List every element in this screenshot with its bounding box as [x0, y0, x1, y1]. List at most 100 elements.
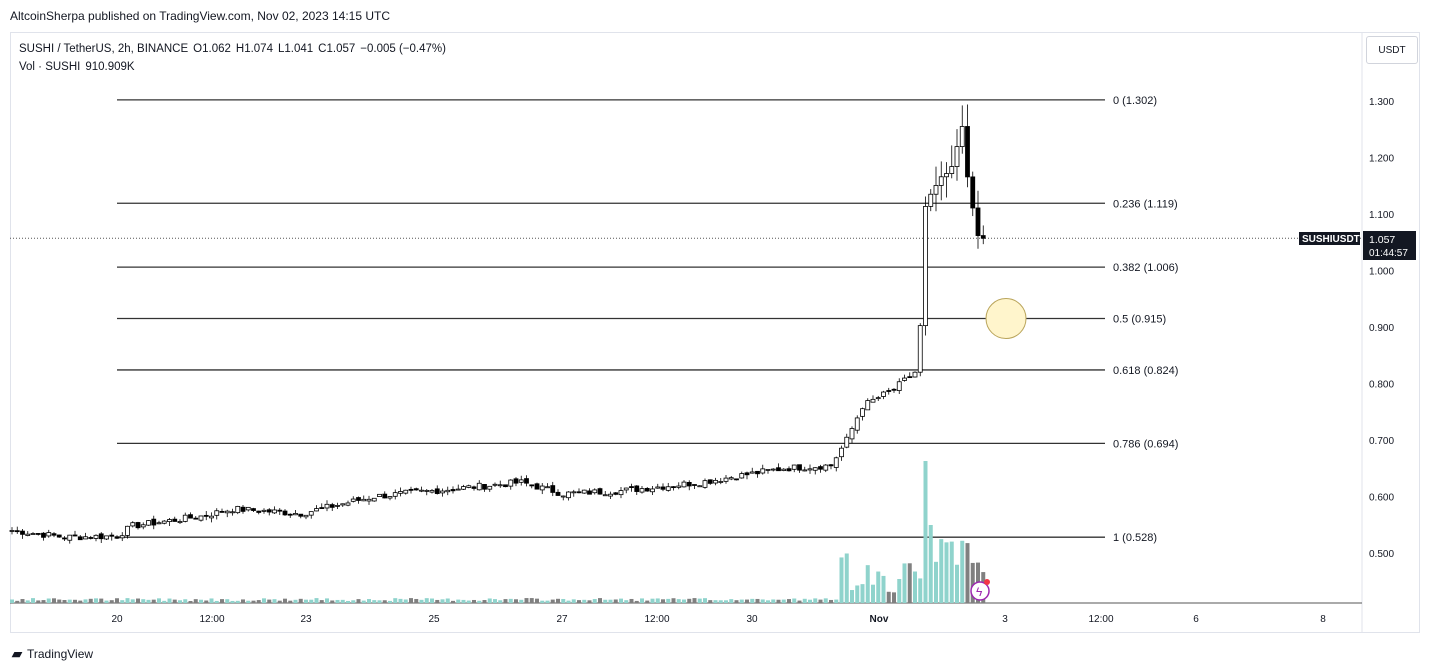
volume-bar	[272, 599, 277, 603]
price-tag-value: 1.057	[1369, 234, 1395, 246]
candle-body	[266, 509, 272, 513]
candle-body	[671, 486, 676, 489]
legend-low: L1.041	[277, 43, 314, 55]
candle-body	[602, 494, 608, 497]
candle-body	[560, 495, 566, 498]
volume-bar	[435, 599, 440, 603]
candle-body	[902, 377, 907, 381]
candle-body	[571, 491, 577, 494]
volume-bar	[283, 598, 287, 603]
candle-body	[25, 533, 31, 536]
volume-bar	[687, 598, 692, 603]
candle-body	[219, 510, 225, 513]
volume-bar	[792, 598, 797, 603]
candle-body	[277, 509, 283, 512]
candle-body	[387, 496, 393, 499]
volume-bar	[902, 563, 907, 603]
candle-body	[193, 517, 199, 520]
y-tick-label: 0.900	[1369, 323, 1394, 334]
currency-button[interactable]: USDT	[1366, 36, 1418, 64]
volume-bar	[204, 600, 209, 603]
candle-body	[723, 477, 729, 482]
candle-body	[161, 520, 167, 524]
candle-body	[209, 515, 214, 519]
candle-body	[844, 436, 850, 448]
x-tick-label: 6	[1193, 614, 1199, 625]
volume-bar	[330, 600, 335, 603]
candle-body	[734, 478, 739, 481]
volume-bar	[561, 598, 566, 603]
volume-bar	[445, 598, 450, 603]
volume-bar	[808, 599, 812, 603]
volume-bar	[514, 599, 518, 603]
volume-bar	[697, 598, 702, 603]
volume-bar	[965, 543, 970, 603]
candle-body	[524, 478, 529, 484]
volume-bar	[550, 599, 555, 603]
candle-body	[949, 166, 955, 174]
candle-body	[692, 484, 697, 486]
candle-body	[776, 467, 781, 472]
footer-brand[interactable]: ▰ TradingView	[12, 646, 93, 662]
candle-body	[823, 464, 829, 471]
volume-bar	[487, 598, 492, 603]
y-tick-label: 0.500	[1369, 549, 1394, 560]
volume-bar	[682, 599, 686, 603]
candle-body	[14, 530, 20, 533]
symbol-tag-bg	[1299, 232, 1360, 245]
candle-body	[235, 505, 241, 514]
legend-high: H1.074	[235, 43, 273, 55]
candle-body	[676, 485, 682, 488]
volume-bar	[262, 598, 266, 603]
volume-bar	[839, 557, 844, 603]
candle-body	[644, 487, 650, 492]
candle-body	[146, 520, 151, 526]
volume-bar	[367, 599, 371, 603]
candle-body	[245, 506, 251, 511]
candle-body	[350, 498, 356, 502]
candle-body	[466, 485, 472, 488]
volume-bar	[414, 598, 419, 603]
candle-body	[471, 486, 477, 489]
volume-bar	[650, 598, 655, 603]
candle-body	[545, 486, 550, 489]
candle-body	[172, 518, 178, 522]
volume-bar	[246, 600, 251, 603]
volume-bar	[619, 598, 623, 603]
volume-bar	[167, 598, 172, 603]
candle-body	[62, 537, 67, 540]
volume-bar	[703, 598, 707, 603]
volume-bar	[403, 599, 408, 603]
volume-bar	[776, 599, 781, 603]
candle-body	[508, 479, 514, 487]
candle-body	[718, 481, 724, 483]
publisher-line: AltcoinSherpa published on TradingView.c…	[10, 9, 391, 23]
volume-bar	[10, 599, 14, 603]
volume-bar	[57, 599, 62, 603]
candle-body	[403, 489, 409, 494]
volume-bar	[881, 575, 886, 603]
highlight-circle	[985, 298, 1027, 340]
fib-level-label: 0.786 (0.694)	[1113, 438, 1178, 450]
volume-bar	[545, 600, 550, 603]
fib-level-label: 0 (1.302)	[1113, 95, 1157, 107]
volume-bar	[634, 600, 639, 603]
volume-bar	[587, 600, 592, 603]
volume-bar	[907, 563, 912, 603]
candle-body	[83, 536, 88, 540]
candle-body	[597, 488, 603, 495]
candle-body	[760, 468, 766, 474]
candle-body	[287, 513, 293, 516]
legend-symbol[interactable]: SUSHI / TetherUS, 2h, BINANCE	[19, 43, 189, 55]
candle-body	[534, 483, 540, 490]
chart-frame[interactable]	[10, 32, 1420, 633]
volume-bar	[99, 598, 104, 603]
candle-body	[860, 408, 865, 417]
volume-bar	[913, 571, 917, 603]
volume-bar	[582, 599, 587, 603]
candle-body	[308, 511, 314, 516]
volume-bar	[734, 600, 739, 603]
volume-bar	[419, 599, 424, 603]
volume-bar	[325, 598, 329, 603]
